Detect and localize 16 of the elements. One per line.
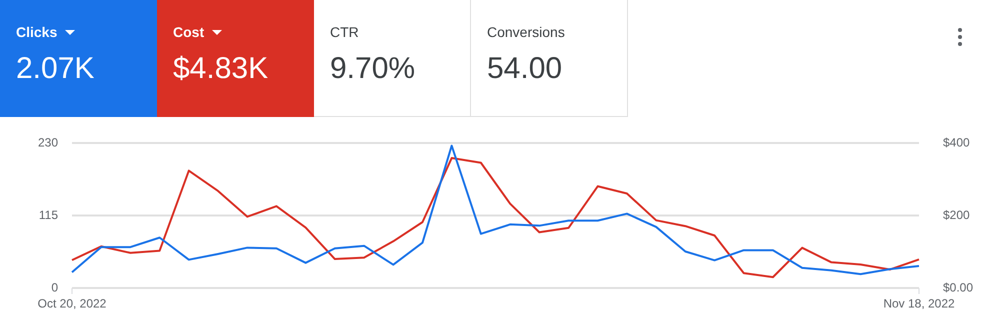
y-tick-label: 115 — [38, 208, 58, 222]
text: $4.83K — [173, 52, 270, 86]
y-tick-label: 0 — [51, 280, 58, 294]
x-tick-label: Nov 18, 2022 — [883, 296, 956, 311]
text: 2.07K — [16, 52, 96, 86]
y-tick-label: 230 — [38, 136, 58, 150]
y2-tick-label: $0.00 — [943, 280, 974, 294]
text: Conversions — [487, 24, 565, 40]
text: Cost — [173, 24, 204, 40]
text: 9.70% — [330, 52, 416, 86]
y2-tick-label: $400 — [943, 136, 970, 150]
x-tick-label: Oct 20, 2022 — [38, 296, 107, 311]
y2-tick-label: $200 — [943, 208, 970, 222]
text: 54.00 — [487, 52, 564, 86]
text: Clicks — [16, 24, 58, 40]
text: CTR — [330, 24, 359, 40]
